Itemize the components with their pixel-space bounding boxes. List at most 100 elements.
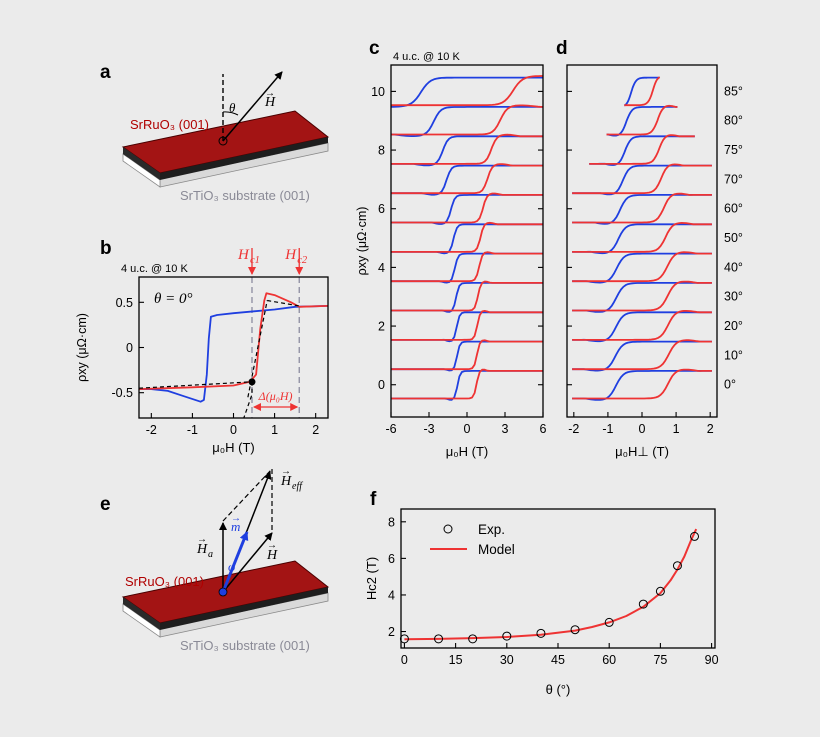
- panel-c-label: c: [369, 38, 380, 59]
- intersection-point: [248, 378, 256, 386]
- d-angle-label: 50°: [724, 231, 743, 245]
- series-sweep-up: [138, 292, 329, 390]
- b-x-tick-label: 2: [312, 423, 319, 437]
- f-y-tick-label: 2: [388, 625, 395, 639]
- d-loop-down-10: [572, 340, 712, 372]
- d-loop-down-50: [572, 223, 712, 255]
- exp-point: [690, 531, 700, 541]
- c-y-tick-label: 6: [378, 202, 385, 216]
- panel-a-schematic: a SrRuO₃ (001) SrTiO₃ substrate (001) θ …: [100, 62, 330, 203]
- d-angle-label: 0°: [724, 378, 736, 392]
- f-x-tick-label: 30: [500, 653, 514, 667]
- panel-b-label: b: [100, 238, 112, 259]
- d-loop-up-70: [572, 163, 712, 195]
- origin-marker: [218, 587, 228, 597]
- phi-symbol: φ: [228, 559, 235, 574]
- c-loop-up-80: [391, 104, 543, 136]
- c-loop-up-85: [391, 75, 543, 107]
- panel-c-condition: 4 u.c. @ 10 K: [393, 51, 460, 63]
- plot-frame: [566, 64, 718, 418]
- d-loop-up-20: [572, 309, 712, 341]
- f-x-tick-label: 90: [705, 653, 719, 667]
- d-loop-down-80: [606, 106, 678, 137]
- c-loop-up-0: [391, 368, 543, 400]
- d-loop-down-40: [572, 252, 712, 284]
- f-x-tick-label: 15: [449, 653, 463, 667]
- d-x-tick-label: -1: [602, 422, 613, 436]
- series-extrapolation: [243, 381, 253, 419]
- d-angle-label: 70°: [724, 172, 743, 186]
- c-loop-up-40: [391, 251, 543, 283]
- delta-field-label: Δ(μ₀H): [258, 389, 293, 403]
- critical-field-label-Hc2: H: [284, 247, 297, 263]
- c-loop-down-70: [391, 164, 543, 196]
- d-loop-down-85: [623, 76, 660, 107]
- chart-d: -2 -1 0 1 2 d 0° 10° 20° 30° 40° 50° 60° 70° 75° 80° 85°…: [556, 38, 743, 459]
- vector-arrow-glyph: →: [197, 534, 207, 545]
- d-angle-label: 10°: [724, 348, 743, 362]
- d-loop-up-80: [606, 104, 678, 136]
- applied-field-vector: [222, 532, 273, 593]
- d-x-tick-label: 2: [707, 422, 714, 436]
- d-loop-up-75: [589, 134, 695, 165]
- b-y-tick-label: -0.5: [111, 386, 133, 400]
- c-x-tick-label: 6: [540, 422, 547, 436]
- b-y-tick-label: 0.5: [116, 296, 133, 310]
- series-linear-fit-low: [138, 381, 253, 389]
- d-loop-up-60: [572, 192, 712, 224]
- critical-field-subscript-Hc1: c1: [250, 255, 260, 266]
- anisotropy-field-symbol: H: [196, 542, 208, 557]
- field-symbol: H: [264, 95, 276, 110]
- c-x-tick-label: -6: [385, 422, 396, 436]
- c-y-tick-label: 2: [378, 320, 385, 334]
- panel-e-label: e: [100, 494, 111, 515]
- c-y-tick-label: 8: [378, 144, 385, 158]
- b-x-tick-label: -2: [146, 423, 157, 437]
- chart-c: -6 -3 0 3 6 0 2 4 6 8 10 c 4 u.c. @ 10 K ρxy (μΩ·cm) μ…: [355, 38, 547, 459]
- vector-arrow-glyph: →: [267, 540, 277, 551]
- panel-b-condition: 4 u.c. @ 10 K: [121, 263, 188, 275]
- substrate-label: SrTiO₃ substrate (001): [180, 188, 310, 203]
- f-x-tick-label: 60: [602, 653, 616, 667]
- exp-point: [434, 634, 444, 644]
- d-loop-down-60: [572, 193, 712, 225]
- film-front-edge: [160, 137, 328, 180]
- panel-a-label: a: [100, 62, 111, 83]
- applied-field-symbol: H: [266, 548, 278, 563]
- c-x-tick-label: -3: [423, 422, 434, 436]
- exp-point: [468, 634, 478, 644]
- exp-point: [655, 586, 665, 596]
- magnetization-symbol: m: [231, 519, 240, 534]
- c-loop-up-70: [391, 163, 543, 195]
- model-curve: [404, 528, 698, 641]
- d-angle-label: 40°: [724, 260, 743, 274]
- legend-label-model: Model: [478, 542, 515, 557]
- d-angle-label: 30°: [724, 290, 743, 304]
- b-x-tick-label: -1: [187, 423, 198, 437]
- d-loop-up-0: [572, 368, 712, 400]
- d-x-tick-label: 1: [673, 422, 680, 436]
- c-y-axis-label: ρxy (μΩ·cm): [355, 207, 369, 276]
- c-loop-down-60: [391, 193, 543, 225]
- film-label: SrRuO₃ (001): [125, 574, 204, 589]
- d-angle-label: 85°: [724, 84, 743, 98]
- chart-f: f Exp. Model 0 15 30 45 60 75 90 2 4 6 8 θ (°) Hc2 (T): [364, 489, 719, 697]
- c-loop-up-20: [391, 309, 543, 341]
- f-y-tick-label: 4: [388, 588, 395, 602]
- film-label: SrRuO₃ (001): [130, 117, 209, 132]
- effective-field-symbol: H: [280, 474, 292, 489]
- c-x-axis-label: μ₀H (T): [446, 444, 489, 459]
- c-loop-down-40: [391, 252, 543, 284]
- f-x-tick-label: 75: [653, 653, 667, 667]
- exp-point: [638, 599, 648, 609]
- film-side-edge: [123, 597, 160, 630]
- c-loop-down-0: [391, 369, 543, 401]
- c-x-tick-label: 3: [502, 422, 509, 436]
- c-loop-up-75: [391, 133, 543, 165]
- exp-point: [502, 631, 512, 641]
- d-x-tick-label: -2: [568, 422, 579, 436]
- exp-point: [672, 561, 682, 571]
- critical-field-subscript-Hc2: c2: [297, 255, 308, 266]
- theta-arc: [222, 111, 239, 116]
